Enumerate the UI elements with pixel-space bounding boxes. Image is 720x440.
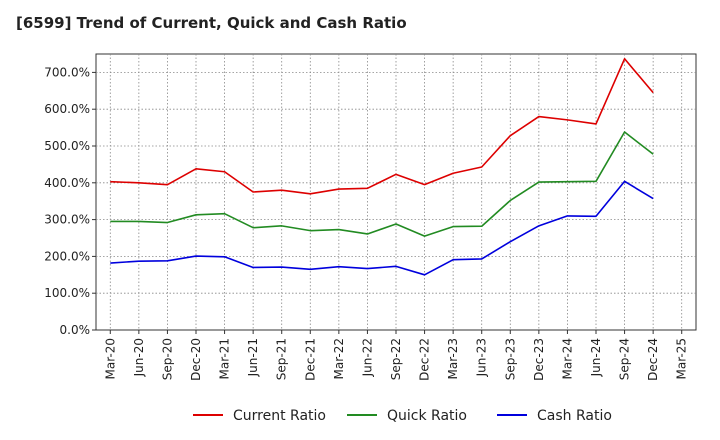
- x-tick-label: Sep-22: [389, 338, 403, 380]
- series: [110, 57, 654, 276]
- y-tick-label: 200.0%: [44, 249, 90, 263]
- y-tick-label: 0.0%: [60, 323, 91, 337]
- y-tick-label: 100.0%: [44, 286, 90, 300]
- y-tick-label: 300.0%: [44, 213, 90, 227]
- x-tick-label: Jun-22: [360, 338, 374, 377]
- x-tick-label: Sep-20: [160, 338, 174, 380]
- x-tick-label: Jun-24: [589, 338, 603, 377]
- x-tick-label: Sep-24: [618, 338, 632, 380]
- x-tick-label: Jun-21: [246, 338, 260, 377]
- legend-label-quick-ratio: Quick Ratio: [387, 408, 467, 424]
- x-tick-label: Mar-25: [675, 338, 689, 379]
- x-tick-label: Jun-23: [475, 338, 489, 377]
- series-line-quick-ratio: [110, 131, 654, 237]
- x-tick-label: Jun-20: [132, 338, 146, 377]
- x-tick-label: Mar-21: [218, 338, 232, 379]
- y-tick-label: 600.0%: [44, 102, 90, 116]
- y-tick-label: 500.0%: [44, 139, 90, 153]
- grid: [96, 54, 696, 330]
- x-tick-label: Sep-21: [275, 338, 289, 380]
- x-tick-label: Mar-23: [446, 338, 460, 379]
- x-tick-label: Mar-24: [560, 338, 574, 379]
- x-tick-label: Dec-22: [418, 338, 432, 381]
- series-line-current-ratio: [110, 57, 654, 195]
- legend-label-cash-ratio: Cash Ratio: [537, 408, 612, 424]
- axes: 0.0% 100.0% 200.0% 300.0% 400.0% 500.0% 600.0%…: [44, 65, 688, 380]
- series-line-cash-ratio: [110, 180, 654, 276]
- x-tick-label: Dec-21: [303, 338, 317, 381]
- legend: Current Ratio Quick Ratio Cash Ratio: [193, 408, 612, 424]
- x-tick-label: Dec-24: [646, 338, 660, 381]
- y-tick-label: 400.0%: [44, 176, 90, 190]
- x-tick-label: Sep-23: [503, 338, 517, 380]
- x-tick-label: Dec-23: [532, 338, 546, 381]
- x-tick-label: Mar-20: [103, 338, 117, 379]
- x-tick-label: Dec-20: [189, 338, 203, 381]
- y-tick-label: 700.0%: [44, 65, 90, 79]
- legend-label-current-ratio: Current Ratio: [233, 408, 326, 424]
- chart-title: [6599] Trend of Current, Quick and Cash …: [16, 14, 407, 32]
- x-tick-label: Mar-22: [332, 338, 346, 379]
